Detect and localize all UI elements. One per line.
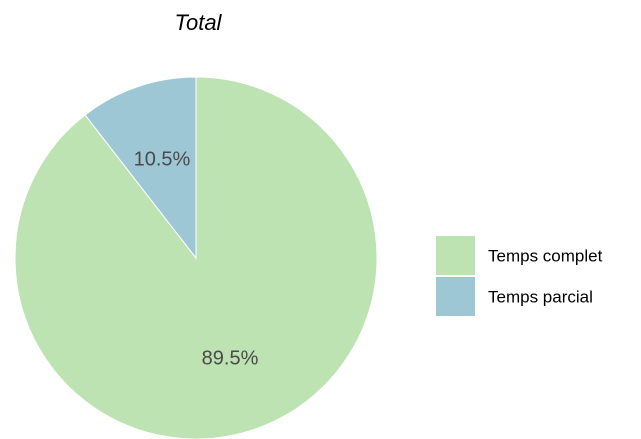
legend-label-temps-parcial: Temps parcial (488, 288, 593, 307)
slice-label-temps-parcial: 10.5% (134, 149, 191, 171)
chart-title: Total (175, 10, 223, 35)
legend-swatch-temps-parcial (436, 277, 475, 316)
pie-slices (14, 76, 378, 439)
slice-label-temps-complet: 89.5% (202, 347, 259, 369)
pie-slice-temps-parcial (84, 76, 197, 260)
legend: Temps complet Temps parcial (436, 236, 603, 316)
legend-swatch-temps-complet (436, 236, 475, 275)
pie-slice-labels: 89.5% 10.5% (134, 149, 259, 370)
legend-label-temps-complet: Temps complet (488, 247, 603, 266)
